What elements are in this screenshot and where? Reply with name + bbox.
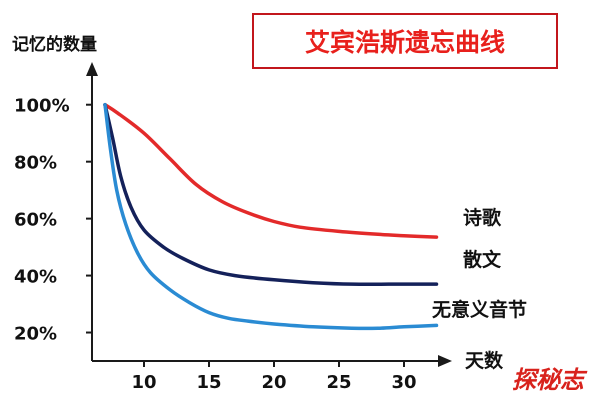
x-tick-label: 30 — [391, 372, 416, 393]
series-label: 无意义音节 — [432, 298, 527, 321]
x-tick-label: 25 — [326, 372, 351, 393]
chart-title-box — [252, 13, 558, 69]
chart-title: 艾宾浩斯遗忘曲线 — [305, 28, 505, 57]
series-label: 诗歌 — [463, 206, 502, 229]
series-line — [103, 102, 439, 286]
series-line — [103, 102, 439, 331]
series-lines — [103, 102, 439, 331]
x-tick-label: 20 — [261, 372, 286, 393]
y-tick-label: 20% — [14, 324, 57, 345]
series-line — [103, 102, 439, 239]
series-label: 散文 — [463, 248, 502, 271]
y-tick-label: 100% — [14, 96, 70, 117]
x-tick-label: 10 — [131, 372, 156, 393]
y-tick-label: 40% — [14, 267, 57, 288]
y-ticks: 100% 80% 60% 40% 20% — [14, 96, 92, 345]
y-tick-label: 60% — [14, 210, 57, 231]
axes — [86, 62, 452, 367]
y-axis-label: 记忆的数量 — [12, 34, 97, 55]
x-ticks: 10 15 20 25 30 — [131, 361, 417, 393]
x-axis-label: 天数 — [465, 349, 504, 372]
x-tick-label: 15 — [196, 372, 221, 393]
y-axis-arrow — [86, 62, 98, 76]
y-tick-label: 80% — [14, 153, 57, 174]
x-axis-arrow — [438, 355, 452, 367]
watermark-logo: 探秘志 — [512, 366, 588, 394]
